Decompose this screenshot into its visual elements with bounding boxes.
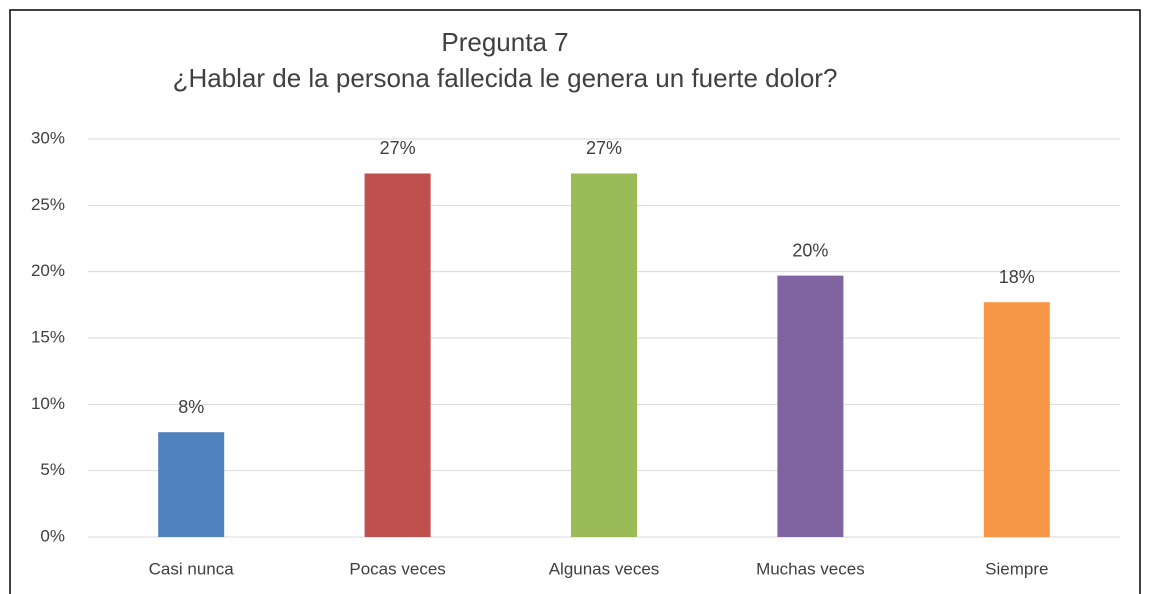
y-tick-label: 0% (40, 526, 65, 545)
y-tick-label: 10% (31, 394, 65, 413)
bar (364, 173, 431, 537)
y-tick-label: 15% (31, 327, 65, 346)
y-tick-label: 25% (31, 195, 65, 214)
bar (571, 173, 637, 537)
chart-title: Pregunta 7 (441, 27, 568, 57)
bar (983, 302, 1050, 537)
value-label: 27% (380, 138, 416, 158)
x-tick-label: Algunas veces (549, 559, 660, 578)
y-tick-label: 20% (31, 261, 65, 280)
y-tick-label: 5% (40, 460, 65, 479)
bar (158, 432, 225, 537)
value-label: 20% (792, 240, 828, 260)
bar (777, 275, 844, 537)
x-tick-label: Siempre (985, 559, 1048, 578)
value-label: 27% (586, 138, 622, 158)
x-tick-label: Pocas veces (349, 559, 445, 578)
x-tick-label: Muchas veces (756, 559, 865, 578)
chart-subtitle: ¿Hablar de la persona fallecida le gener… (173, 63, 838, 93)
value-label: 18% (999, 267, 1035, 287)
y-tick-label: 30% (31, 128, 65, 147)
value-label: 8% (178, 397, 204, 417)
chart-frame (9, 9, 1141, 594)
x-tick-label: Casi nunca (149, 559, 235, 578)
